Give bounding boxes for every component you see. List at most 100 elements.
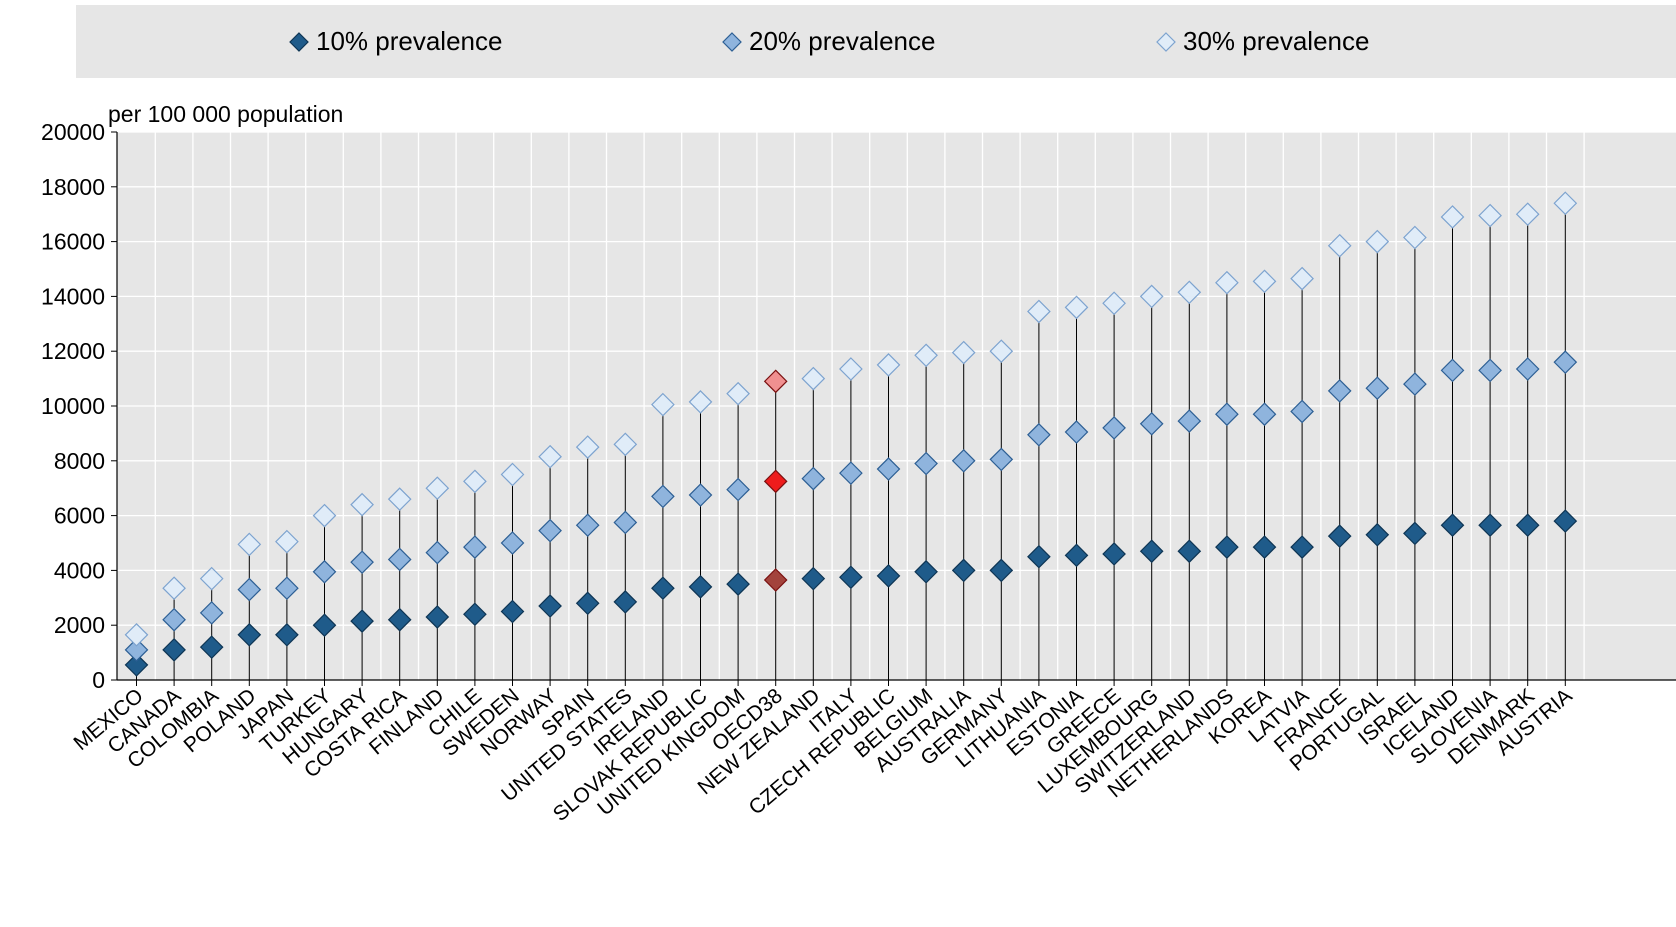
data-point-30-prevalence <box>275 529 299 554</box>
data-point-10-prevalence <box>1478 513 1502 538</box>
data-point-30-prevalence <box>1027 299 1051 324</box>
data-point-30-prevalence <box>1102 291 1126 316</box>
data-point-30-prevalence <box>763 369 788 394</box>
y-tick-label: 0 <box>92 667 105 693</box>
data-point-10-prevalence <box>1177 539 1202 564</box>
diamond-marker-icon <box>289 31 309 52</box>
data-point-30-prevalence <box>1327 233 1352 258</box>
data-point-20-prevalence <box>1515 357 1540 381</box>
data-point-10-prevalence <box>463 602 487 627</box>
data-point-30-prevalence <box>876 353 901 377</box>
data-point-20-prevalence <box>1139 411 1164 436</box>
data-point-30-prevalence <box>387 487 412 512</box>
data-point-30-prevalence <box>726 381 750 406</box>
data-point-10-prevalence <box>1215 535 1239 559</box>
data-point-30-prevalence <box>989 339 1014 364</box>
y-tick-label: 4000 <box>54 557 105 583</box>
data-point-20-prevalence <box>350 550 374 575</box>
data-point-10-prevalence <box>312 613 337 638</box>
data-point-30-prevalence <box>538 444 562 469</box>
data-point-10-prevalence <box>1515 513 1540 538</box>
data-point-10-prevalence <box>124 653 149 677</box>
data-point-10-prevalence <box>1064 543 1089 568</box>
data-point-30-prevalence <box>312 503 337 528</box>
data-point-10-prevalence <box>1139 539 1164 564</box>
data-point-30-prevalence <box>463 469 487 494</box>
data-point-20-prevalence <box>1215 402 1239 427</box>
data-point-30-prevalence <box>613 432 638 457</box>
data-point-10-prevalence <box>1252 535 1277 559</box>
data-point-10-prevalence <box>839 565 863 590</box>
data-point-10-prevalence <box>500 599 525 624</box>
legend-label: 30% prevalence <box>1183 26 1370 56</box>
data-point-20-prevalence <box>237 577 262 602</box>
data-point-30-prevalence <box>124 622 149 647</box>
data-point-20-prevalence <box>839 461 863 485</box>
data-point-30-prevalence <box>1139 284 1164 309</box>
data-point-20-prevalence <box>1403 372 1427 396</box>
data-point-30-prevalence <box>199 566 224 591</box>
data-point-20-prevalence <box>387 547 412 572</box>
legend-label: 20% prevalence <box>749 26 936 56</box>
data-point-20-prevalence <box>801 466 826 491</box>
data-point-20-prevalence <box>124 638 149 662</box>
data-point-10-prevalence <box>801 566 826 591</box>
data-point-10-prevalence <box>575 591 600 616</box>
data-point-10-prevalence <box>726 572 750 596</box>
data-point-30-prevalence <box>500 462 525 487</box>
legend-item-20-prevalence: 20% prevalence <box>721 5 935 78</box>
data-point-20-prevalence <box>1064 420 1089 444</box>
data-point-20-prevalence <box>1102 416 1126 440</box>
data-point-20-prevalence <box>726 477 750 502</box>
data-point-20-prevalence <box>425 540 450 565</box>
data-point-20-prevalence <box>1290 399 1314 424</box>
data-point-10-prevalence <box>275 622 299 647</box>
data-point-20-prevalence <box>914 451 938 476</box>
data-point-10-prevalence <box>651 576 675 601</box>
data-point-30-prevalence <box>162 576 186 601</box>
data-point-20-prevalence <box>463 535 487 559</box>
data-point-30-prevalence <box>914 343 938 368</box>
data-point-20-prevalence <box>575 513 600 538</box>
y-tick-label: 6000 <box>54 503 105 529</box>
diamond-marker-icon <box>1156 31 1176 52</box>
data-point-10-prevalence <box>1290 535 1314 559</box>
data-point-20-prevalence <box>1478 358 1502 383</box>
data-point-20-prevalence <box>162 607 186 632</box>
data-point-30-prevalence <box>1440 205 1465 229</box>
data-point-10-prevalence <box>162 638 186 662</box>
data-point-30-prevalence <box>1478 203 1502 228</box>
data-point-20-prevalence <box>1177 409 1202 433</box>
data-point-30-prevalence <box>651 392 675 417</box>
data-point-20-prevalence <box>651 484 675 509</box>
data-point-30-prevalence <box>1064 295 1089 320</box>
data-point-30-prevalence <box>1290 266 1314 291</box>
y-tick-label: 20000 <box>41 119 105 145</box>
data-point-10-prevalence <box>1102 542 1126 566</box>
y-tick-label: 14000 <box>41 283 105 309</box>
legend: 10% prevalence 20% prevalence 30% preval… <box>76 5 1676 78</box>
data-point-10-prevalence <box>387 607 412 632</box>
diamond-marker-icon <box>722 31 742 52</box>
data-point-20-prevalence <box>763 469 788 494</box>
data-point-30-prevalence <box>350 492 374 517</box>
data-point-30-prevalence <box>1553 191 1578 216</box>
data-point-20-prevalence <box>1440 358 1465 383</box>
data-point-10-prevalence <box>1440 513 1465 538</box>
data-point-20-prevalence <box>500 531 525 555</box>
legend-item-30-prevalence: 30% prevalence <box>1155 5 1369 78</box>
data-point-20-prevalence <box>876 457 901 481</box>
data-point-10-prevalence <box>989 558 1014 583</box>
data-point-20-prevalence <box>312 559 337 584</box>
data-point-10-prevalence <box>1553 509 1578 533</box>
legend-label: 10% prevalence <box>316 26 503 56</box>
data-point-30-prevalence <box>839 357 863 381</box>
data-point-30-prevalence <box>1177 280 1202 305</box>
data-point-20-prevalence <box>613 510 638 535</box>
data-point-10-prevalence <box>876 564 901 588</box>
data-point-10-prevalence <box>613 590 638 614</box>
data-point-10-prevalence <box>1027 544 1051 569</box>
data-point-20-prevalence <box>951 448 976 473</box>
data-point-20-prevalence <box>1027 422 1051 447</box>
